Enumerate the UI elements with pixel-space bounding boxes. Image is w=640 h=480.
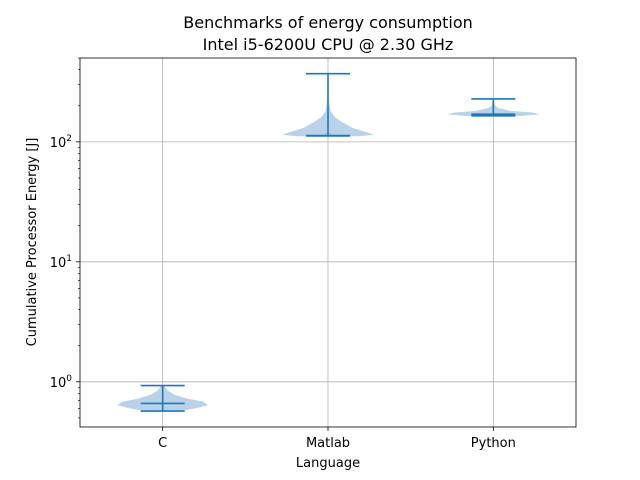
y-axis-label: Cumulative Processor Energy [J] [25,138,40,347]
y-tick-label: 102 [50,134,72,151]
x-tick-label: C [158,436,167,451]
plot-area: C Matlab Python 100 101 102 [50,57,577,451]
chart-subtitle: Intel i5-6200U CPU @ 2.30 GHz [203,35,454,54]
y-tick-label: 101 [50,254,72,271]
y-tick-label: 100 [50,374,73,391]
x-tick-label: Matlab [306,436,350,451]
x-axis-label: Language [296,456,360,471]
chart-title: Benchmarks of energy consumption [183,13,473,32]
x-tick-label: Python [471,436,516,451]
